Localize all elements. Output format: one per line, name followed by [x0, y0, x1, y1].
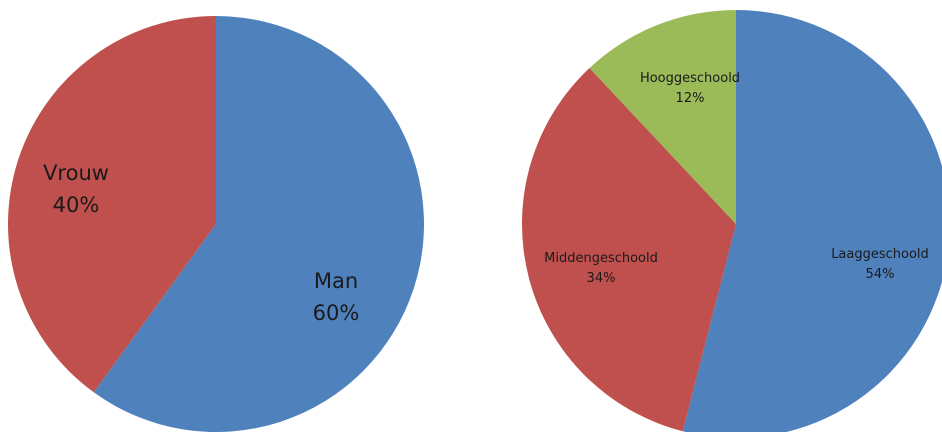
slice-value-vrouw: 40%	[53, 193, 100, 217]
pie-slice-hooggeschoold	[589, 10, 736, 224]
education-pie-chart: Laaggeschoold 54% Middengeschoold 34% Hoogge…	[521, 10, 942, 432]
slice-label-hooggeschoold: Hooggeschoold	[640, 71, 740, 86]
slice-value-laaggeschoold: 54%	[866, 267, 895, 282]
pie-slice-man	[93, 16, 424, 432]
gender-pie-chart: Man 60% Vrouw 40%	[8, 16, 424, 432]
pie-slice-vrouw	[8, 16, 217, 393]
pie-slice-laaggeschoold	[682, 10, 942, 432]
pie-slice-middengeschoold	[521, 68, 736, 432]
slice-value-hooggeschoold: 12%	[676, 91, 705, 106]
slice-label-laaggeschoold: Laaggeschoold	[831, 247, 929, 262]
slice-label-man: Man	[314, 269, 358, 293]
slice-value-man: 60%	[313, 301, 360, 325]
slice-label-middengeschoold: Middengeschoold	[544, 251, 658, 266]
slice-label-vrouw: Vrouw	[43, 161, 109, 185]
slice-value-middengeschoold: 34%	[587, 271, 616, 286]
